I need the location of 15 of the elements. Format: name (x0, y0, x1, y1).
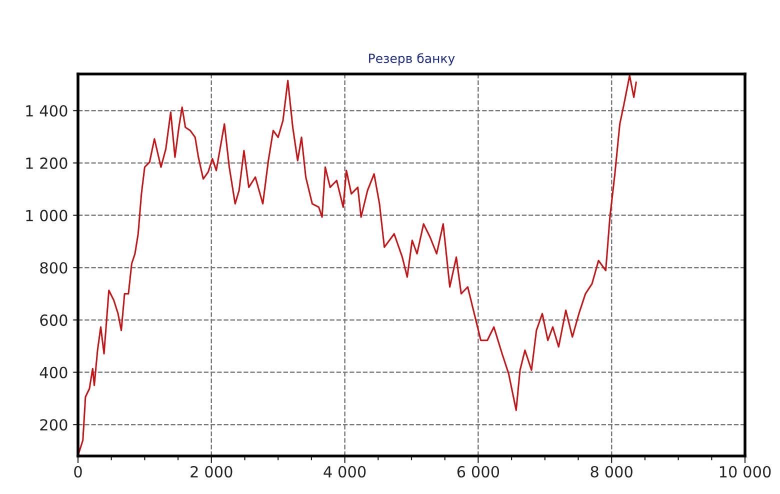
y-tick-label: 1 200 (26, 157, 68, 169)
y-tick-label: 600 (40, 314, 68, 326)
x-tick-label: 0 (74, 466, 82, 478)
x-tick-label: 4 000 (324, 466, 366, 478)
x-tick-label: 8 000 (590, 466, 632, 478)
y-tick-label: 400 (40, 366, 68, 378)
y-tick-label: 1 400 (26, 105, 68, 117)
line-series (78, 74, 637, 454)
y-tick-label: 200 (40, 419, 68, 431)
x-tick-label: 6 000 (457, 466, 500, 478)
y-tick-label: 800 (40, 262, 68, 274)
y-tick-label: 1 000 (26, 210, 68, 222)
x-tick-label: 2 000 (190, 466, 232, 478)
chart-title: Резерв банку (369, 53, 455, 66)
x-tick-label: 10 000 (720, 466, 771, 478)
